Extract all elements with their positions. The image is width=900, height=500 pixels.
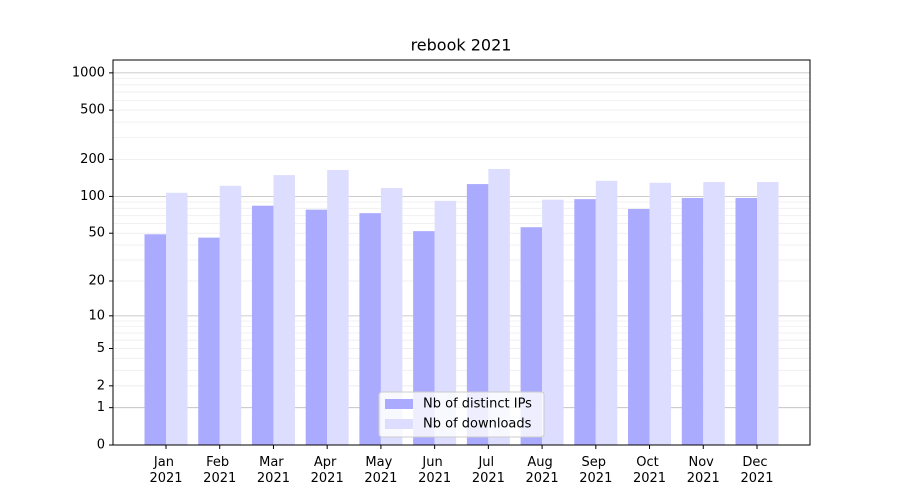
y-tick-label: 500 — [80, 103, 105, 118]
legend-swatch — [385, 419, 413, 429]
y-tick-label: 2 — [97, 378, 105, 393]
bar — [703, 181, 725, 445]
bar — [273, 175, 295, 445]
bar — [305, 209, 328, 445]
y-tick-label: 100 — [80, 189, 105, 204]
y-tick-label: 50 — [88, 226, 105, 241]
y-tick-label: 5 — [97, 341, 105, 356]
bar — [198, 237, 220, 445]
bar — [574, 199, 596, 445]
x-tick-label: Jan 2021 — [149, 455, 182, 486]
y-tick-label: 1000 — [72, 65, 105, 80]
bar — [219, 185, 242, 446]
bar — [251, 205, 274, 445]
legend-box — [378, 391, 545, 438]
x-tick-label: Jul 2021 — [472, 455, 505, 486]
x-tick-label: Dec 2021 — [740, 455, 773, 486]
x-tick-label: Mar 2021 — [257, 455, 290, 486]
bar — [595, 180, 618, 445]
bar — [520, 227, 543, 445]
legend-label: Nb of downloads — [423, 417, 532, 432]
y-tick-label: 10 — [88, 308, 105, 323]
bar — [166, 192, 188, 445]
bar — [628, 208, 650, 445]
y-tick-label: 0 — [97, 438, 105, 453]
x-tick-label: Oct 2021 — [633, 455, 666, 486]
bar — [144, 234, 166, 445]
chart-title: rebook 2021 — [411, 36, 512, 55]
x-tick-label: May 2021 — [364, 455, 397, 486]
bar — [327, 169, 349, 446]
bar — [488, 169, 510, 445]
bar — [681, 198, 704, 445]
bar — [735, 198, 757, 445]
y-tick-label: 20 — [88, 274, 105, 289]
x-tick-label: Nov 2021 — [687, 455, 720, 486]
plot-frame — [112, 59, 811, 446]
y-tick-label: 1 — [97, 400, 105, 415]
bar — [359, 213, 381, 445]
bar — [466, 184, 489, 446]
legend-label: Nb of distinct IPs — [423, 397, 532, 412]
x-tick-label: Aug 2021 — [526, 455, 559, 486]
x-tick-label: Jun 2021 — [418, 455, 451, 486]
bar — [649, 182, 672, 445]
legend-swatch — [385, 399, 413, 409]
bar — [542, 199, 564, 445]
x-tick-label: Feb 2021 — [203, 455, 236, 486]
y-tick-label: 200 — [80, 152, 105, 167]
x-tick-label: Sep 2021 — [579, 455, 612, 486]
bar — [757, 181, 779, 445]
bar — [434, 200, 457, 445]
x-tick-label: Apr 2021 — [311, 455, 344, 486]
bar — [380, 188, 403, 445]
